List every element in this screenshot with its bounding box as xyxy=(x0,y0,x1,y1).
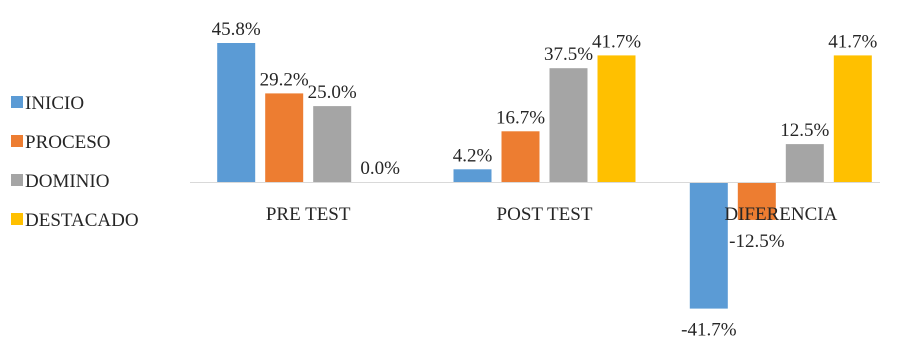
data-label-inicio-diferencia: -41.7% xyxy=(681,320,737,341)
data-label-proceso-diferencia: -12.5% xyxy=(729,231,785,252)
category-label-diferencia: DIFERENCIA xyxy=(724,204,837,225)
legend-swatch-destacado xyxy=(11,213,23,225)
legend: INICIO PROCESO DOMINIO DESTACADO xyxy=(11,93,139,231)
data-label-destacado-pre-test: 0.0% xyxy=(360,158,400,179)
data-label-destacado-post-test: 41.7% xyxy=(592,31,641,52)
legend-label-proceso: PROCESO xyxy=(25,132,111,153)
bar-destacado-diferencia xyxy=(833,55,872,182)
legend-swatch-dominio xyxy=(11,174,23,186)
data-label-proceso-pre-test: 29.2% xyxy=(260,69,309,90)
data-label-proceso-post-test: 16.7% xyxy=(496,107,545,128)
category-axis-labels: PRE TEST POST TEST DIFERENCIA xyxy=(266,204,838,225)
bar-proceso-post-test xyxy=(501,131,540,182)
bar-destacado-post-test xyxy=(597,55,636,182)
data-label-destacado-diferencia: 41.7% xyxy=(828,31,877,52)
legend-label-destacado: DESTACADO xyxy=(25,210,139,231)
data-label-inicio-post-test: 4.2% xyxy=(453,145,493,166)
data-label-dominio-pre-test: 25.0% xyxy=(308,82,357,103)
legend-label-dominio: DOMINIO xyxy=(25,171,109,192)
bar-proceso-diferencia xyxy=(737,182,776,220)
legend-swatch-inicio xyxy=(11,96,23,108)
bar-proceso-pre-test xyxy=(265,93,304,182)
category-label-pre-test: PRE TEST xyxy=(266,204,351,225)
bar-dominio-post-test xyxy=(549,68,588,182)
category-label-post-test: POST TEST xyxy=(497,204,593,225)
data-label-inicio-pre-test: 45.8% xyxy=(212,19,261,40)
data-labels: 45.8%29.2%25.0%0.0%4.2%16.7%37.5%41.7%-4… xyxy=(212,19,878,341)
legend-label-inicio: INICIO xyxy=(25,93,84,114)
bar-inicio-diferencia xyxy=(689,182,728,309)
legend-swatch-proceso xyxy=(11,135,23,147)
chart-bars xyxy=(217,43,872,309)
bar-inicio-pre-test xyxy=(217,43,256,182)
bar-dominio-pre-test xyxy=(313,106,352,182)
bar-dominio-diferencia xyxy=(785,144,824,182)
data-label-dominio-diferencia: 12.5% xyxy=(780,120,829,141)
bar-inicio-post-test xyxy=(453,169,492,182)
data-label-dominio-post-test: 37.5% xyxy=(544,44,593,65)
